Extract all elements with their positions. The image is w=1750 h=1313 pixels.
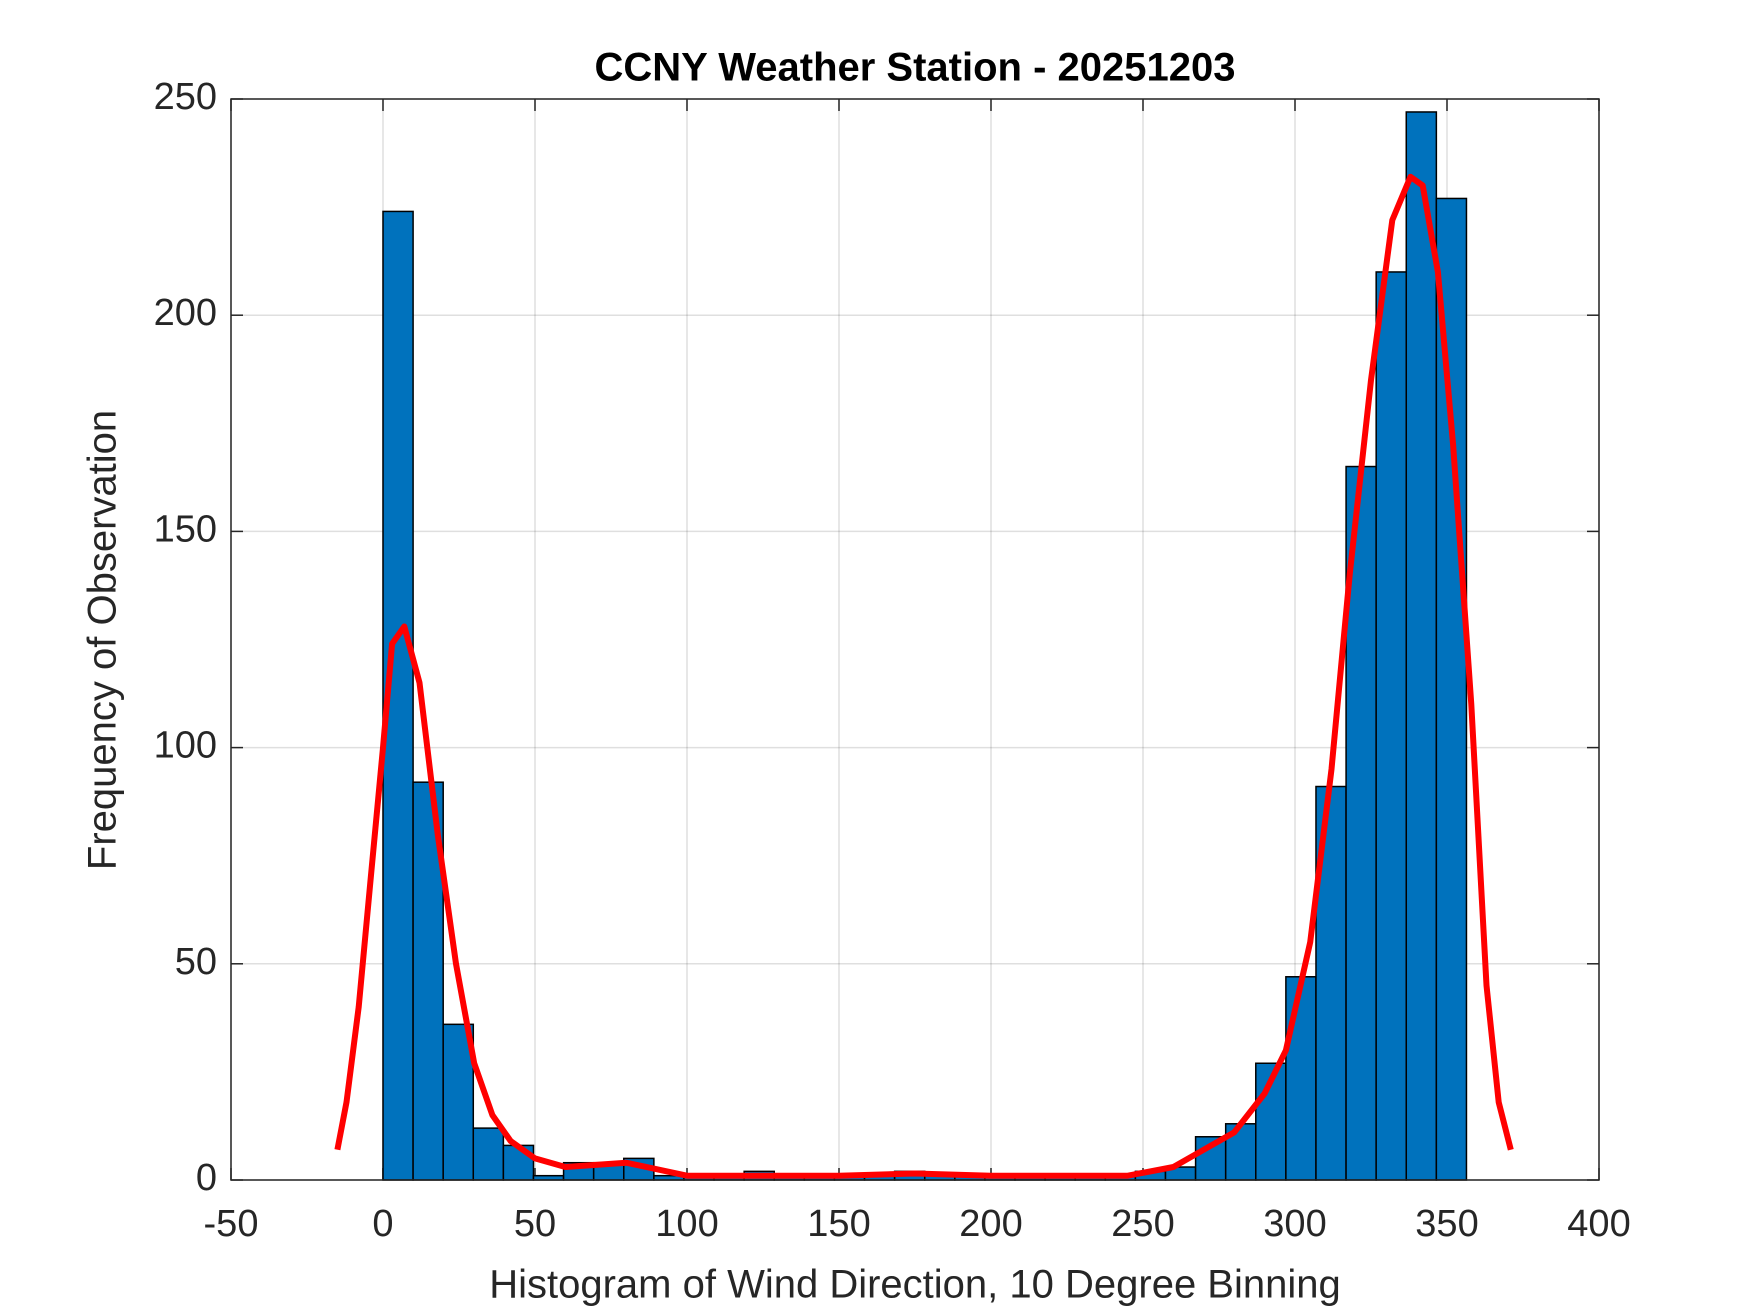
y-tick-label: 0 (196, 1157, 217, 1199)
bar (1405, 111, 1438, 1181)
chart-title: CCNY Weather Station - 20251203 (595, 46, 1236, 90)
x-tick-label: 0 (372, 1203, 393, 1245)
x-tick-label: 100 (655, 1203, 718, 1245)
x-tick-label: -50 (204, 1203, 259, 1245)
x-tick-label: 50 (514, 1203, 556, 1245)
bar (1285, 976, 1317, 1181)
x-tick-label: 300 (1263, 1203, 1326, 1245)
y-tick-label: 100 (154, 725, 217, 767)
x-tick-label: 150 (807, 1203, 870, 1245)
x-axis-label: Histogram of Wind Direction, 10 Degree B… (489, 1263, 1341, 1307)
bar (1375, 271, 1408, 1181)
y-tick-label: 150 (154, 508, 217, 550)
y-tick-label: 200 (154, 292, 217, 334)
bar (1435, 197, 1468, 1181)
x-tick-label: 350 (1415, 1203, 1478, 1245)
y-tick-label: 250 (154, 76, 217, 118)
x-tick-label: 200 (959, 1203, 1022, 1245)
y-tick-label: 50 (175, 941, 217, 983)
x-tick-label: 250 (1111, 1203, 1174, 1245)
axes-box (230, 98, 1600, 1181)
density-curve (334, 173, 1514, 1179)
bar (472, 1127, 505, 1181)
y-axis-label: Frequency of Observation (81, 410, 125, 870)
bar (442, 1023, 475, 1181)
x-tick-label: 400 (1567, 1203, 1630, 1245)
